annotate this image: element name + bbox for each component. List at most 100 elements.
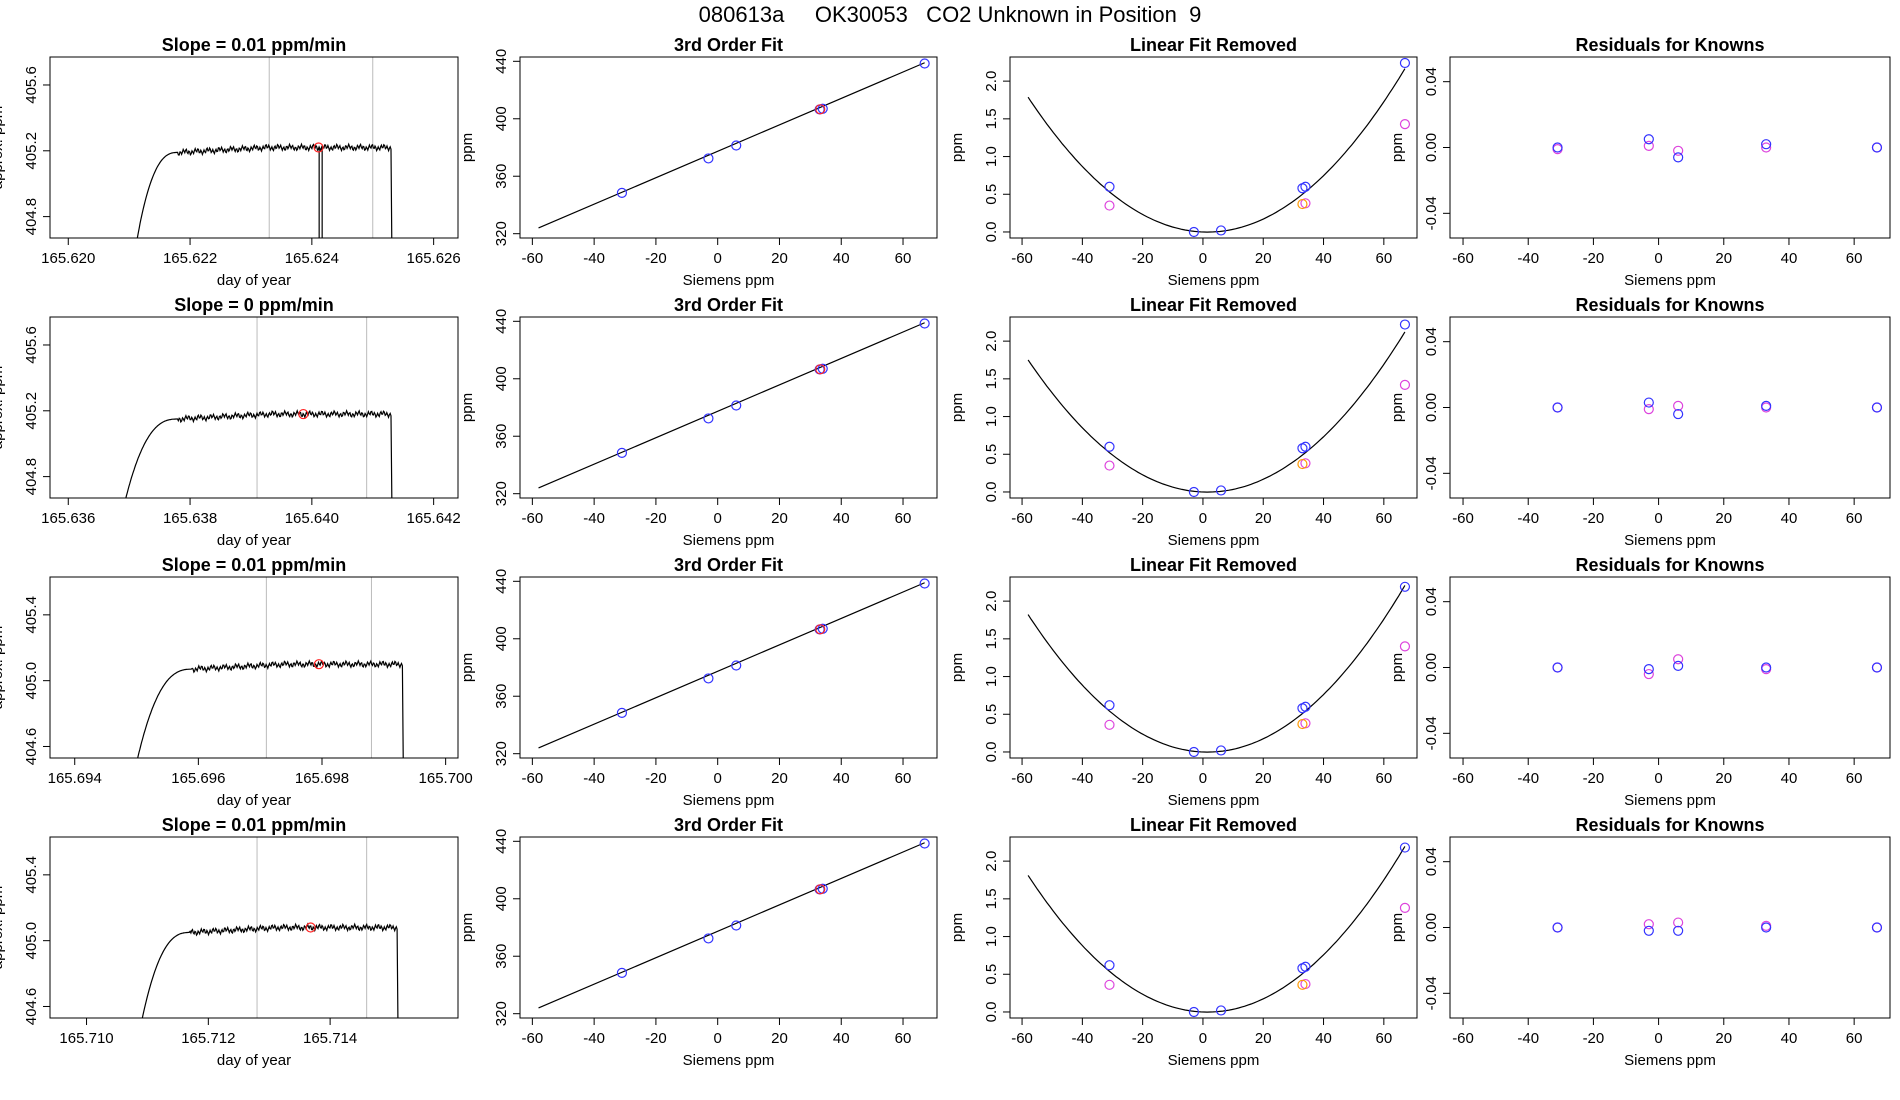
y-tick-label: 1.5 — [983, 108, 1000, 129]
magenta-point — [1399, 119, 1411, 130]
x-tick-label: 20 — [771, 1030, 788, 1047]
x-tick-label: -60 — [522, 510, 544, 527]
chart-title: 3rd Order Fit — [674, 35, 783, 55]
orange-point — [1297, 979, 1308, 990]
y-tick-label: 400 — [493, 886, 510, 911]
x-tick-label: 165.624 — [285, 250, 339, 267]
magenta-point — [1673, 145, 1684, 156]
y-tick-label: 440 — [493, 49, 510, 74]
x-tick-label: 165.640 — [285, 510, 339, 527]
y-tick-label: 405.0 — [23, 922, 40, 960]
y-tick-label: -0.04 — [1423, 456, 1440, 490]
x-tick-label: 40 — [1781, 770, 1798, 787]
chart-panel-3-4: Linear Fit Removed Siemens ppm ppm -60 -40 -2… — [949, 815, 1418, 1069]
data-point — [731, 140, 742, 151]
y-tick-label: 440 — [493, 309, 510, 334]
chart-panel-3-2: Linear Fit Removed Siemens ppm ppm -60 -40 -2… — [949, 295, 1418, 549]
x-tick-label: -40 — [1517, 250, 1539, 267]
plot-frame — [1449, 576, 1891, 759]
blue-point — [1399, 581, 1411, 592]
plot-area — [1552, 134, 1883, 163]
y-tick-label: 400 — [493, 106, 510, 131]
data-point — [919, 58, 930, 69]
plot-area — [538, 58, 930, 229]
x-tick-label: 0 — [1199, 1030, 1207, 1047]
data-point — [919, 578, 930, 589]
y-axis-label: approx. ppm — [0, 886, 6, 969]
x-tick-label: 60 — [1375, 250, 1392, 267]
x-tick-label: 20 — [1255, 510, 1272, 527]
x-tick-label: 60 — [1846, 770, 1863, 787]
plot-area — [1552, 397, 1883, 420]
y-tick-label: 0.5 — [983, 444, 1000, 465]
chart-title: Slope = 0.01 ppm/min — [162, 555, 347, 575]
x-tick-label: 0 — [1654, 770, 1662, 787]
y-tick-label: -0.04 — [1423, 716, 1440, 750]
x-axis-label: Siemens ppm — [1624, 272, 1716, 289]
chart-title: Residuals for Knowns — [1575, 555, 1764, 575]
x-tick-label: -40 — [1517, 1030, 1539, 1047]
plot-area — [141, 837, 399, 1018]
y-axis-label: ppm — [1389, 393, 1406, 422]
y-tick-label: 0.00 — [1423, 393, 1440, 422]
chart-panel-3-3: Linear Fit Removed Siemens ppm ppm -60 -40 -2… — [949, 555, 1418, 809]
y-tick-label: 0.0 — [983, 222, 1000, 243]
chart-panel-2-3: 3rd Order Fit Siemens ppm ppm -60 -40 -20 0 20 4… — [459, 555, 938, 809]
data-point — [616, 707, 628, 718]
data-point — [919, 838, 930, 849]
data-point — [919, 318, 930, 329]
x-tick-label: 0 — [1654, 250, 1662, 267]
magenta-point — [1673, 654, 1684, 665]
x-axis-label: Siemens ppm — [1168, 1052, 1260, 1069]
plot-frame — [519, 836, 938, 1019]
magenta-point — [1673, 400, 1684, 411]
y-tick-label: 360 — [493, 684, 510, 709]
y-tick-label: 320 — [493, 481, 510, 506]
y-tick-label: 405.6 — [23, 66, 40, 104]
y-tick-label: 1.0 — [983, 926, 1000, 947]
x-tick-label: 0 — [714, 250, 722, 267]
plot-frame — [49, 836, 459, 1019]
y-axis-label: ppm — [459, 393, 476, 422]
x-tick-label: 60 — [895, 1030, 912, 1047]
blue-point — [1300, 441, 1311, 452]
y-tick-label: 1.0 — [983, 406, 1000, 427]
chart-panel-3-1: Linear Fit Removed Siemens ppm ppm -60 -40 -2… — [949, 35, 1418, 289]
blue-point — [1761, 662, 1772, 673]
data-point — [731, 920, 742, 931]
y-axis-label: approx. ppm — [0, 106, 6, 189]
x-tick-label: 40 — [833, 770, 850, 787]
y-tick-label: 0.00 — [1423, 133, 1440, 162]
blue-point — [1643, 925, 1654, 936]
plot-area — [1552, 654, 1883, 680]
data-point — [703, 153, 714, 164]
y-axis-label: ppm — [1389, 653, 1406, 682]
blue-point — [1188, 486, 1200, 498]
x-axis-label: Siemens ppm — [1624, 792, 1716, 809]
plot-frame — [1009, 576, 1418, 759]
chart-panel-2-4: 3rd Order Fit Siemens ppm ppm -60 -40 -20 0 20 4… — [459, 815, 938, 1069]
x-tick-label: -60 — [1452, 770, 1474, 787]
spike-line — [318, 147, 323, 238]
x-tick-label: -40 — [1072, 250, 1094, 267]
x-tick-label: -40 — [1072, 770, 1094, 787]
x-tick-label: 60 — [895, 510, 912, 527]
magenta-point — [1673, 917, 1684, 928]
x-tick-label: -20 — [1583, 510, 1605, 527]
x-tick-label: 0 — [1654, 510, 1662, 527]
x-tick-label: 40 — [1781, 510, 1798, 527]
plot-area — [1027, 57, 1411, 238]
x-tick-label: -20 — [645, 1030, 667, 1047]
blue-point — [1188, 746, 1200, 758]
x-tick-label: 60 — [895, 770, 912, 787]
orange-point — [1297, 458, 1308, 470]
plot-area — [1027, 581, 1411, 758]
blue-point — [1104, 441, 1115, 452]
x-tick-label: -20 — [1132, 1030, 1154, 1047]
y-axis-label: approx. ppm — [0, 626, 6, 709]
plot-frame — [1009, 316, 1418, 499]
x-axis-label: Siemens ppm — [683, 792, 775, 809]
chart-title: 3rd Order Fit — [674, 815, 783, 835]
blue-point — [1552, 662, 1563, 673]
